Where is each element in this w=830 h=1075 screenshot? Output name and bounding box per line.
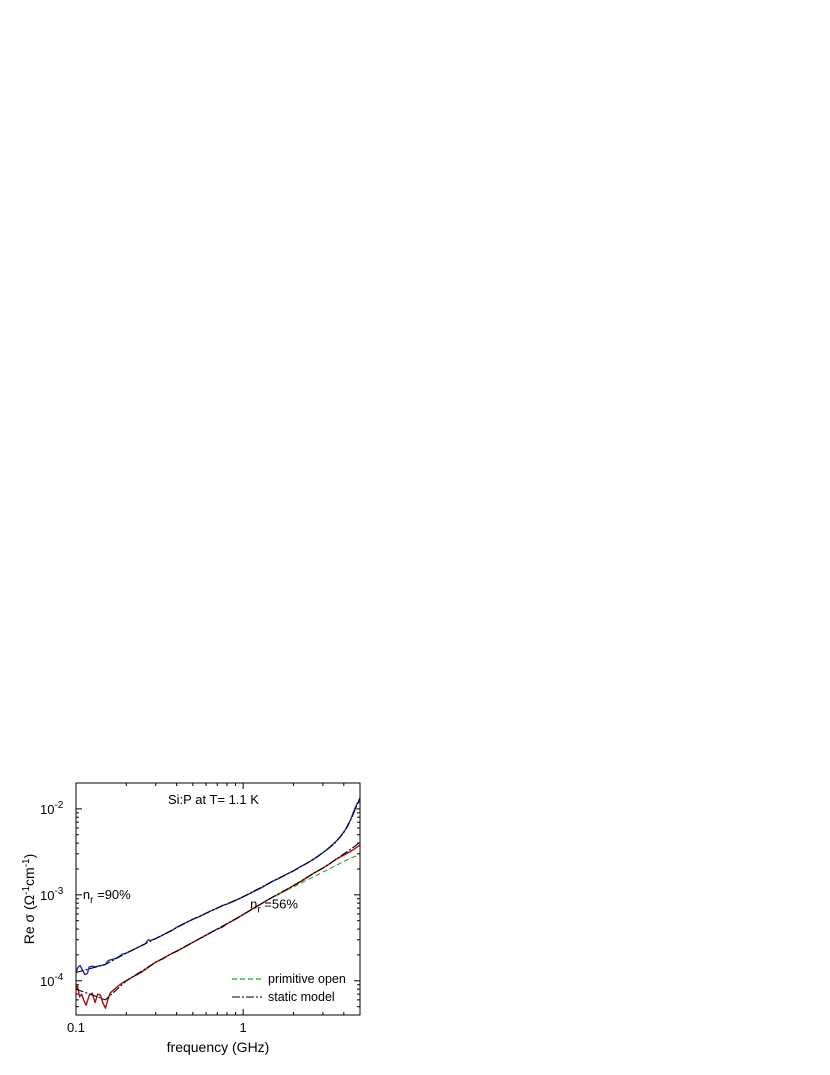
chart-title: Si:P at T= 1.1 K	[168, 792, 259, 807]
series-line-s56_primitive_open	[272, 853, 360, 898]
x-axis-title: frequency (GHz)	[167, 1039, 270, 1055]
x-tick-label: 1	[240, 1020, 247, 1035]
series-line-s56_static_model	[76, 841, 360, 1001]
y-tick-label: 10-2	[40, 800, 64, 817]
series-lines	[76, 797, 360, 1009]
legend: primitive open static model	[232, 972, 346, 1004]
annotation-nr-56: nr =56%	[250, 897, 298, 916]
y-axis-title: Re σ (Ω-1cm-1)	[21, 854, 37, 945]
series-line-s90_static_model	[76, 797, 360, 973]
x-tick-label: 0.1	[67, 1020, 85, 1035]
y-tick-label: 10-3	[40, 886, 64, 903]
x-tick-labels: 0.1 1	[67, 1020, 247, 1035]
legend-label-primitive-open: primitive open	[268, 972, 346, 986]
y-tick-labels: 10-4 10-3 10-2	[40, 800, 64, 989]
annotation-nr-90: nr =90%	[83, 887, 131, 906]
legend-label-static-model: static model	[268, 990, 335, 1004]
y-tick-label: 10-4	[40, 972, 64, 989]
